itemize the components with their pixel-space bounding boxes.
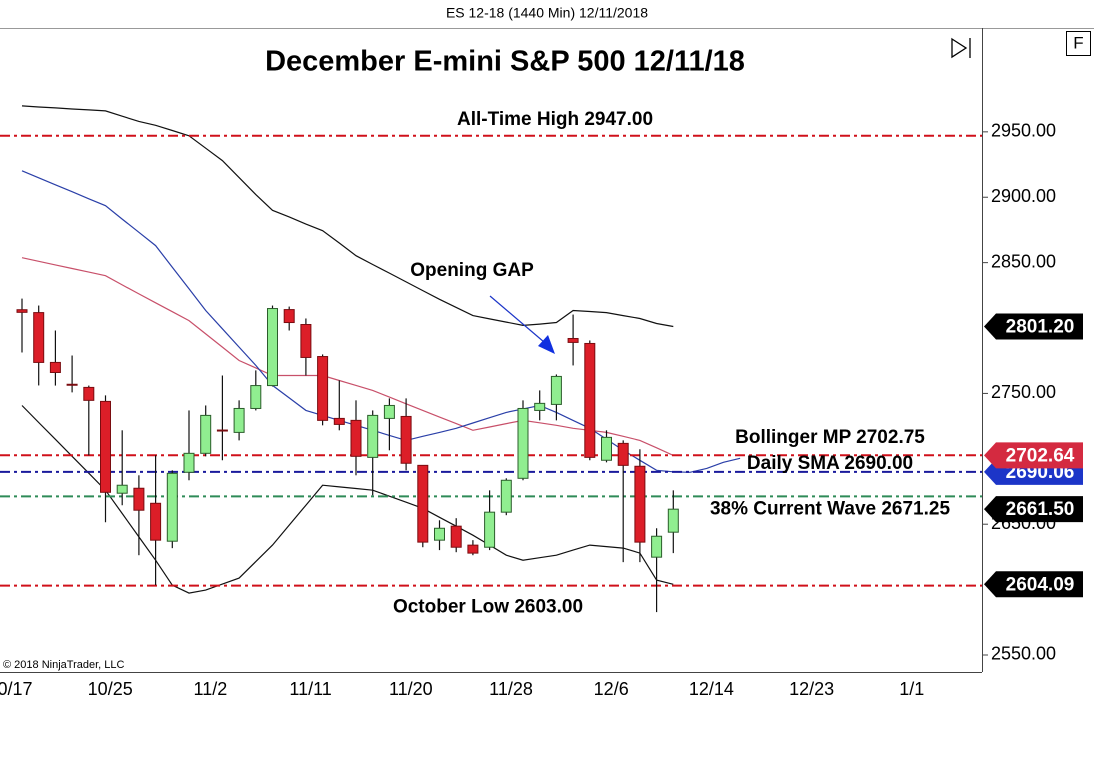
candle-body bbox=[667, 508, 679, 533]
x-tick-label: 11/28 bbox=[489, 679, 533, 699]
level-label: Daily SMA 2690.00 bbox=[747, 453, 913, 474]
candle-body bbox=[400, 415, 412, 464]
x-tick-label: 12/23 bbox=[789, 679, 834, 699]
candle-body bbox=[634, 465, 646, 543]
x-tick-label: 12/6 bbox=[594, 679, 629, 699]
x-tick-label: 11/20 bbox=[389, 679, 433, 699]
price-tag-label: 2702.64 bbox=[1006, 445, 1075, 466]
y-tick-label: 2950.00 bbox=[991, 121, 1056, 141]
arrow-head bbox=[538, 335, 555, 354]
price-tag bbox=[984, 313, 1083, 340]
candle-body bbox=[100, 400, 111, 493]
price-tag bbox=[984, 496, 1083, 523]
candle-body bbox=[350, 419, 362, 457]
candle-body bbox=[166, 472, 178, 542]
indicator-line bbox=[21, 405, 674, 594]
level-label: All-Time High 2947.00 bbox=[457, 109, 653, 130]
indicator-line bbox=[21, 257, 674, 456]
level-label: October Low 2603.00 bbox=[393, 597, 583, 618]
price-tag-label: 2661.50 bbox=[1006, 499, 1075, 520]
candle-body bbox=[233, 407, 245, 433]
candle-body bbox=[484, 511, 496, 548]
candle-body bbox=[534, 402, 546, 411]
x-tick-label: 11/2 bbox=[194, 679, 228, 699]
candle-body bbox=[283, 309, 295, 324]
level-label: 38% Current Wave 2671.25 bbox=[710, 498, 951, 519]
candle-body bbox=[333, 417, 345, 425]
candle-body bbox=[467, 544, 479, 554]
candle-body bbox=[651, 535, 663, 558]
price-tag-label: 2604.09 bbox=[1006, 574, 1075, 595]
indicator-line bbox=[21, 105, 674, 328]
price-tag bbox=[984, 571, 1083, 598]
candle-body bbox=[300, 323, 312, 358]
candle-body bbox=[16, 309, 28, 313]
candle-body bbox=[517, 407, 529, 479]
y-tick-label: 2900.00 bbox=[991, 186, 1056, 206]
scroll-end-icon[interactable] bbox=[951, 37, 971, 59]
x-tick-label: 11/11 bbox=[289, 679, 331, 699]
corner-button-label[interactable]: F bbox=[1073, 33, 1083, 52]
candle-body bbox=[617, 442, 629, 466]
candle-body bbox=[216, 429, 228, 432]
x-tick-label: 12/14 bbox=[689, 679, 734, 699]
x-tick-label: 10/25 bbox=[88, 679, 133, 699]
candle-body bbox=[417, 464, 429, 543]
price-tag bbox=[984, 442, 1083, 469]
annotation: Opening GAP bbox=[410, 260, 534, 281]
candle-body bbox=[250, 385, 262, 409]
candle-body bbox=[150, 502, 162, 541]
annotation-arrow bbox=[489, 295, 555, 354]
candle-body bbox=[183, 452, 195, 473]
y-tick-label: 2550.00 bbox=[991, 644, 1056, 664]
candle-body bbox=[49, 361, 61, 373]
chart-title: December E-mini S&P 500 12/11/18 bbox=[265, 46, 745, 78]
candle-body bbox=[200, 414, 212, 454]
candle-body bbox=[83, 386, 95, 401]
candle-body bbox=[367, 414, 379, 458]
candle-body bbox=[567, 337, 579, 343]
x-tick-label: 1/1 bbox=[899, 679, 924, 699]
candle-body bbox=[434, 527, 445, 541]
candle-body bbox=[267, 308, 278, 387]
candle-body bbox=[584, 342, 596, 458]
arrow-shaft bbox=[489, 295, 545, 343]
candle-body bbox=[383, 404, 395, 419]
plot-area bbox=[0, 105, 982, 613]
candle-body bbox=[33, 312, 45, 363]
copyright: © 2018 NinjaTrader, LLC bbox=[3, 659, 124, 671]
candle-body bbox=[601, 436, 612, 461]
play-icon[interactable] bbox=[951, 37, 968, 59]
candle-body bbox=[317, 356, 329, 421]
candle-body bbox=[450, 525, 462, 548]
price-tag-label: 2801.20 bbox=[1006, 316, 1075, 337]
candle-body bbox=[66, 383, 78, 386]
candle-body bbox=[500, 479, 512, 513]
candle-body bbox=[133, 487, 145, 511]
corner-button[interactable] bbox=[1066, 31, 1091, 56]
y-tick-label: 2850.00 bbox=[991, 251, 1056, 271]
y-tick-label: 2750.00 bbox=[991, 382, 1056, 402]
level-label: Bollinger MP 2702.75 bbox=[735, 427, 925, 448]
candle-body bbox=[550, 375, 562, 405]
window-header: ES 12-18 (1440 Min) 12/11/2018 bbox=[446, 5, 648, 21]
candle-body bbox=[116, 484, 128, 494]
x-tick-label: 10/17 bbox=[0, 679, 33, 699]
